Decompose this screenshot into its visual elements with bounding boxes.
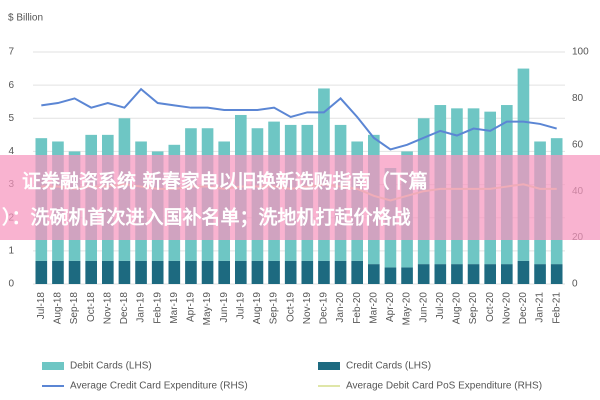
x-tick-label: Jul-19 (235, 292, 246, 320)
x-tick-label: Jul-20 (435, 292, 446, 320)
bar (185, 260, 197, 284)
legend-label: Debit Cards (LHS) (70, 361, 152, 372)
bar (301, 260, 314, 284)
bar (417, 264, 430, 284)
x-tick-label: Mar-19 (169, 292, 180, 324)
bar (85, 260, 98, 284)
x-tick-label: Oct-19 (285, 292, 296, 322)
bar (268, 260, 280, 284)
bar (201, 260, 214, 284)
x-tick-label: Sep-20 (468, 292, 479, 325)
x-tick-label: Aug-18 (53, 292, 64, 325)
bar (234, 260, 247, 284)
y-tick-label: 7 (8, 47, 14, 58)
bar (118, 260, 131, 284)
x-tick-label: Aug-19 (252, 292, 263, 325)
bar (35, 260, 48, 284)
y-axis-label: $ Billion (8, 13, 43, 24)
y2-tick-label: 60 (572, 139, 584, 150)
y-tick-label: 4 (8, 146, 14, 157)
bar (334, 260, 347, 284)
bar (218, 260, 231, 284)
y-tick-label: 1 (8, 245, 14, 256)
bar (484, 264, 497, 284)
bar (401, 267, 413, 284)
bar (384, 267, 397, 284)
bar (168, 260, 181, 284)
x-tick-label: Mar-20 (368, 292, 379, 324)
bar (52, 260, 64, 284)
x-tick-label: Dec-19 (319, 292, 330, 325)
y2-tick-label: 100 (572, 47, 589, 58)
banner-text: ）：洗碗机首次进入国补名单；洗地机打起价格战 (2, 206, 411, 229)
bar (534, 264, 546, 284)
x-tick-label: Sep-19 (269, 292, 280, 325)
bar (151, 260, 164, 284)
y-tick-label: 0 (8, 279, 14, 290)
x-tick-label: Jan-20 (335, 292, 346, 323)
bar (135, 260, 147, 284)
x-tick-label: Jun-20 (418, 292, 429, 323)
x-tick-label: Apr-20 (385, 292, 396, 322)
x-tick-label: Jun-19 (219, 292, 230, 323)
line (41, 87, 557, 151)
x-tick-label: Jan-19 (136, 292, 147, 323)
bar (451, 264, 463, 284)
bar (434, 264, 447, 284)
x-tick-label: Feb-20 (352, 292, 363, 324)
legend-swatch (42, 362, 64, 370)
x-tick-label: Nov-18 (102, 292, 113, 325)
x-tick-label: Aug-20 (452, 292, 463, 325)
y-tick-label: 6 (8, 80, 14, 91)
x-tick-label: Sep-18 (69, 292, 80, 325)
x-tick-label: Dec-18 (119, 292, 130, 325)
legend-swatch (318, 362, 340, 370)
x-tick-label: Nov-19 (302, 292, 313, 325)
bar (318, 260, 330, 284)
bar (367, 264, 380, 284)
bar (351, 260, 364, 284)
x-tick-label: Nov-20 (501, 292, 512, 325)
bar (284, 260, 297, 284)
legend-label: Average Debit Card PoS Expenditure (RHS) (346, 381, 542, 392)
bar (68, 260, 81, 284)
x-tick-label: Dec-20 (518, 292, 529, 325)
y-tick-label: 5 (8, 113, 14, 124)
x-tick-label: Feb-19 (152, 292, 163, 324)
bar (251, 260, 264, 284)
bar (467, 264, 480, 284)
x-tick-label: Feb-21 (551, 292, 562, 324)
x-tick-label: May-20 (402, 292, 413, 326)
bar (500, 264, 513, 284)
banner-text: 证券融资系统 新春家电以旧换新选购指南（下篇 (22, 170, 428, 193)
bar (101, 260, 114, 284)
legend-label: Average Credit Card Expenditure (RHS) (70, 381, 248, 392)
x-tick-label: Jan-21 (535, 292, 546, 323)
bar (517, 260, 530, 284)
x-tick-label: Apr-19 (186, 292, 197, 322)
x-tick-label: Oct-20 (485, 292, 496, 322)
bar (550, 264, 563, 284)
y2-tick-label: 0 (572, 279, 578, 290)
x-tick-label: May-19 (202, 292, 213, 326)
y2-tick-label: 80 (572, 93, 584, 104)
banner-background (0, 155, 600, 240)
x-tick-label: Jul-18 (36, 292, 47, 320)
x-tick-label: Oct-18 (86, 292, 97, 322)
legend-label: Credit Cards (LHS) (346, 361, 431, 372)
